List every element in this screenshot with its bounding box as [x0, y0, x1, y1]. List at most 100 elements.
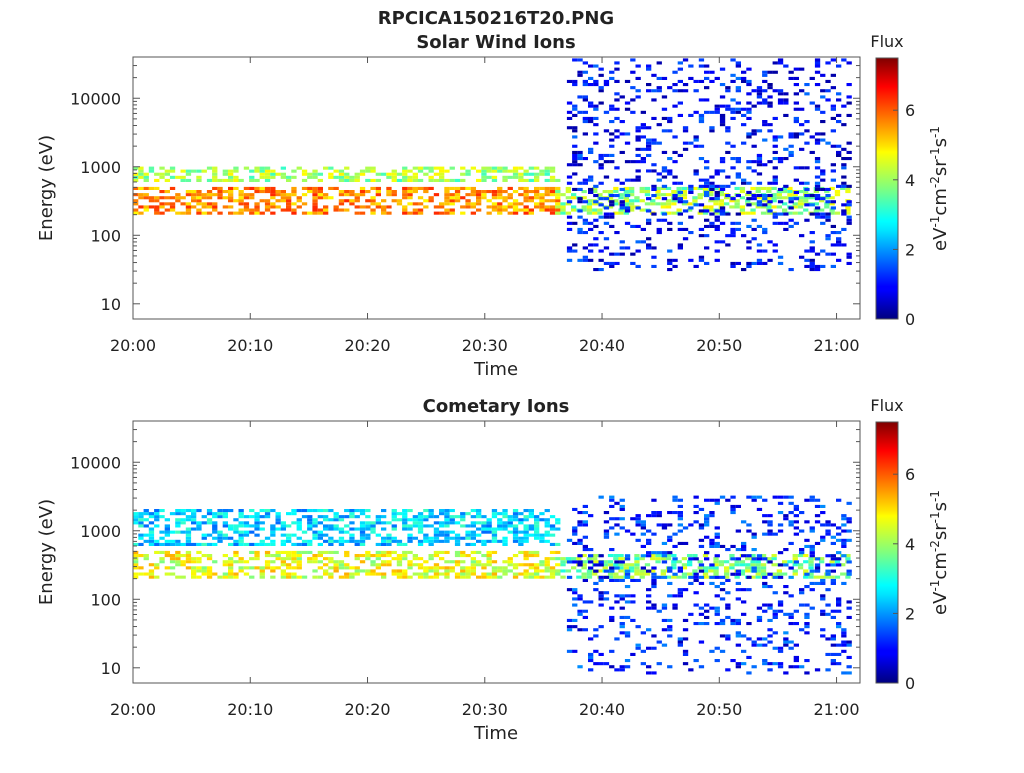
heatmap-cell	[507, 205, 513, 209]
heatmap-cell	[539, 193, 545, 197]
heatmap-cell	[830, 652, 836, 656]
heatmap-cell	[254, 518, 260, 522]
heatmap-cell	[672, 160, 678, 164]
heatmap-cell	[836, 231, 842, 235]
heatmap-cell	[702, 186, 709, 190]
heatmap-cell	[402, 527, 408, 531]
heatmap-cell	[788, 70, 794, 74]
heatmap-cell	[507, 530, 513, 534]
heatmap-cell	[777, 603, 784, 607]
heatmap-cell	[454, 554, 461, 558]
heatmap-cell	[593, 141, 599, 145]
heatmap-cell	[512, 190, 519, 194]
heatmap-cell	[354, 178, 360, 182]
heatmap-cell	[159, 202, 165, 206]
heatmap-cell	[682, 83, 689, 87]
heatmap-cell	[598, 163, 604, 167]
heatmap-cell	[582, 83, 588, 87]
heatmap-cell	[365, 533, 371, 537]
heatmap-cell	[646, 665, 652, 669]
heatmap-cell	[704, 190, 710, 194]
heatmap-cell	[544, 208, 550, 212]
heatmap-cell	[486, 550, 492, 554]
heatmap-cell	[254, 211, 260, 215]
heatmap-cell	[603, 215, 610, 219]
heatmap-cell	[138, 175, 144, 179]
heatmap-cell	[296, 557, 302, 561]
heatmap-cell	[623, 563, 629, 567]
heatmap-cell	[296, 205, 302, 209]
heatmap-cell	[660, 572, 666, 576]
heatmap-cell	[809, 240, 815, 244]
heatmap-cell	[624, 132, 631, 136]
heatmap-cell	[175, 560, 181, 564]
heatmap-cell	[323, 211, 329, 215]
heatmap-cell	[497, 539, 503, 543]
heatmap-cell	[354, 175, 360, 179]
heatmap-cell	[698, 606, 705, 610]
heatmap-cell	[169, 512, 176, 516]
heatmap-cell	[143, 539, 149, 543]
heatmap-cell	[359, 524, 366, 528]
heatmap-cell	[280, 172, 286, 176]
heatmap-cell	[693, 172, 699, 176]
heatmap-cell	[349, 527, 355, 531]
heatmap-cell	[138, 536, 144, 540]
heatmap-cell	[597, 211, 603, 215]
heatmap-cell	[845, 575, 851, 579]
heatmap-cell	[365, 166, 371, 170]
heatmap-cell	[698, 58, 705, 62]
heatmap-cell	[598, 652, 604, 656]
heatmap-cell	[634, 566, 640, 570]
heatmap-cell	[745, 563, 751, 567]
heatmap-cell	[719, 634, 726, 638]
heatmap-cell	[682, 588, 689, 592]
heatmap-cell	[772, 532, 778, 536]
heatmap-cell	[830, 104, 836, 108]
heatmap-cell	[417, 515, 424, 519]
heatmap-cell	[619, 578, 625, 582]
heatmap-cell	[825, 218, 831, 222]
heatmap-cell	[825, 569, 831, 573]
heatmap-cell	[175, 530, 181, 534]
heatmap-cell	[762, 603, 768, 607]
heatmap-cell	[344, 554, 350, 558]
heatmap-cell	[671, 566, 677, 570]
heatmap-cell	[725, 89, 731, 93]
heatmap-cell	[143, 175, 149, 179]
heatmap-cell	[640, 566, 646, 570]
heatmap-cell	[423, 566, 429, 570]
heatmap-cell	[439, 566, 445, 570]
heatmap-cell	[619, 132, 625, 136]
heatmap-cell	[206, 518, 213, 522]
heatmap-cell	[217, 193, 223, 197]
heatmap-cell	[291, 208, 297, 212]
heatmap-cell	[709, 649, 715, 653]
heatmap-cell	[323, 539, 329, 543]
heatmap-cell	[296, 542, 302, 546]
heatmap-cell	[624, 594, 631, 598]
heatmap-cell	[333, 524, 339, 528]
heatmap-cell	[639, 569, 645, 573]
heatmap-cell	[465, 569, 471, 573]
heatmap-cell	[286, 208, 292, 212]
heatmap-cell	[407, 539, 413, 543]
heatmap-cell	[344, 199, 350, 203]
heatmap-cell	[609, 132, 615, 136]
heatmap-cell	[783, 92, 789, 96]
heatmap-cell	[565, 557, 571, 561]
heatmap-cell	[359, 533, 366, 537]
heatmap-cell	[206, 509, 213, 513]
heatmap-cell	[688, 557, 694, 561]
heatmap-cell	[502, 512, 508, 516]
heatmap-cell	[539, 196, 545, 200]
heatmap-cell	[692, 569, 698, 573]
heatmap-cell	[609, 212, 615, 216]
heatmap-cell	[534, 515, 540, 519]
heatmap-cell	[396, 199, 403, 203]
heatmap-cell	[825, 554, 831, 558]
heatmap-cell	[598, 258, 604, 262]
heatmap-cell	[667, 594, 673, 598]
heatmap-cell	[275, 527, 281, 531]
heatmap-cell	[507, 186, 513, 190]
